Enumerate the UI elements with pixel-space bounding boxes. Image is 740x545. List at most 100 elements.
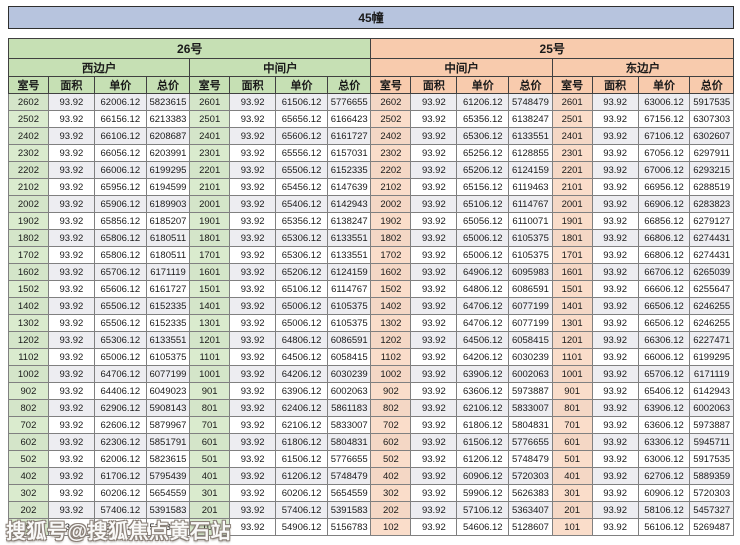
room-number-cell: 102 [8,518,49,536]
total-price-cell: 6086591 [508,280,553,298]
total-price-cell: 5973887 [508,382,553,400]
total-price-cell: 5748479 [508,93,553,111]
unit-price-cell: 61806.12 [275,433,328,451]
total-price-cell: 6288519 [689,178,734,196]
total-price-cell: 6119463 [508,178,553,196]
area-cell: 93.92 [591,195,639,213]
total-price-cell: 6199295 [145,161,191,179]
room-number-cell: 1501 [551,280,593,298]
unit-price-cell: 61206.12 [275,467,328,485]
area-cell: 93.92 [229,416,277,434]
area-cell: 93.92 [47,127,95,145]
total-price-cell: 5269487 [689,518,734,536]
room-number-cell: 1102 [370,348,412,366]
room-number-cell: 2601 [189,93,231,111]
area-cell: 93.92 [229,280,277,298]
unit-price-cell: 60906.12 [637,484,691,502]
unit-price-cell: 65456.12 [275,178,328,196]
total-price-cell: 5654559 [145,484,191,502]
room-number-cell: 2502 [370,110,412,128]
total-price-cell: 6114767 [326,280,372,298]
area-cell: 93.92 [229,501,277,519]
room-number-cell: 1002 [370,365,412,383]
area-cell: 93.92 [229,484,277,502]
total-price-cell: 6142943 [326,195,372,213]
total-price-cell: 5823615 [145,450,191,468]
room-number-cell: 501 [551,450,593,468]
total-price-cell: 6133551 [326,246,372,264]
area-cell: 93.92 [591,229,639,247]
room-number-cell: 2001 [551,195,593,213]
unit-price-cell: 63906.12 [456,365,510,383]
total-price-cell: 6152335 [326,161,372,179]
area-cell: 93.92 [47,246,95,264]
table-row: 2202 93.92 66006.12 6199295 2201 93.92 65506.1… [8,161,734,179]
unit-price-cell: 66906.12 [637,195,691,213]
area-cell: 93.92 [229,263,277,281]
unit-price-cell: 62906.12 [93,399,147,417]
room-number-cell: 1101 [551,348,593,366]
total-price-cell: 5776655 [508,433,553,451]
unit-price-cell: 63306.12 [637,433,691,451]
table-row: 802 93.92 62906.12 5908143 801 93.92 62406.12 5… [8,399,734,417]
room-number-cell: 402 [370,467,412,485]
total-price-cell: 6246255 [689,297,734,315]
unit-price-cell: 55406.12 [93,518,147,536]
unit-price-cell: 65106.12 [275,280,328,298]
total-price-cell: 5391583 [326,501,372,519]
area-cell: 93.92 [47,331,95,349]
unit-price-cell: 66156.12 [93,110,147,128]
area-cell: 93.92 [229,161,277,179]
room-number-cell: 1202 [8,331,49,349]
unit-price-cell: 63006.12 [637,93,691,111]
total-price-cell: 6227471 [689,331,734,349]
room-number-cell: 702 [370,416,412,434]
section-west-header: 西边户 [7,58,191,77]
area-cell: 93.92 [47,144,95,162]
unit-price-cell: 66956.12 [637,178,691,196]
area-cell: 93.92 [47,297,95,315]
table-row: 2402 93.92 66106.12 6208687 2401 93.92 65606.1… [8,127,734,145]
area-cell: 93.92 [591,212,639,230]
unit-price-cell: 63606.12 [637,416,691,434]
section-mid25-header: 中间户 [370,58,553,77]
room-number-cell: 1902 [370,212,412,230]
area-cell: 93.92 [591,331,639,349]
area-cell: 93.92 [410,314,458,332]
unit-price-cell: 62006.12 [93,450,147,468]
unit-price-cell: 66806.12 [637,229,691,247]
total-price-cell: 6105375 [326,314,372,332]
area-cell: 93.92 [591,246,639,264]
building-header-row: 26号 25号 [7,38,734,59]
area-cell: 93.92 [410,467,458,485]
area-cell: 93.92 [410,195,458,213]
unit-price-cell: 65256.12 [456,144,510,162]
unit-price-cell: 57406.12 [93,501,147,519]
unit-price-cell: 62106.12 [275,416,328,434]
area-cell: 93.92 [47,501,95,519]
unit-price-cell: 65006.12 [456,246,510,264]
unit-price-cell: 66006.12 [637,348,691,366]
room-number-cell: 1801 [551,229,593,247]
table-row: 702 93.92 62606.12 5879967 701 93.92 62106.12 5… [8,416,734,434]
area-cell: 93.92 [410,280,458,298]
unit-price-cell: 63906.12 [637,399,691,417]
total-price-cell: 6133551 [508,127,553,145]
unit-price-cell: 65956.12 [93,178,147,196]
unit-price-cell: 66506.12 [637,314,691,332]
area-cell: 93.92 [47,382,95,400]
room-number-cell: 102 [370,518,412,536]
area-cell: 93.92 [591,416,639,434]
column-header: 总价 [508,76,553,94]
unit-price-cell: 65006.12 [456,229,510,247]
area-cell: 93.92 [591,263,639,281]
total-price-cell: 5879967 [145,416,191,434]
total-price-cell: 6049023 [145,382,191,400]
total-price-cell: 5748479 [326,467,372,485]
area-cell: 93.92 [229,110,277,128]
room-number-cell: 1701 [189,246,231,264]
unit-price-cell: 65206.12 [456,161,510,179]
room-number-cell: 101 [551,518,593,536]
room-number-cell: 1902 [8,212,49,230]
unit-price-cell: 63006.12 [637,450,691,468]
